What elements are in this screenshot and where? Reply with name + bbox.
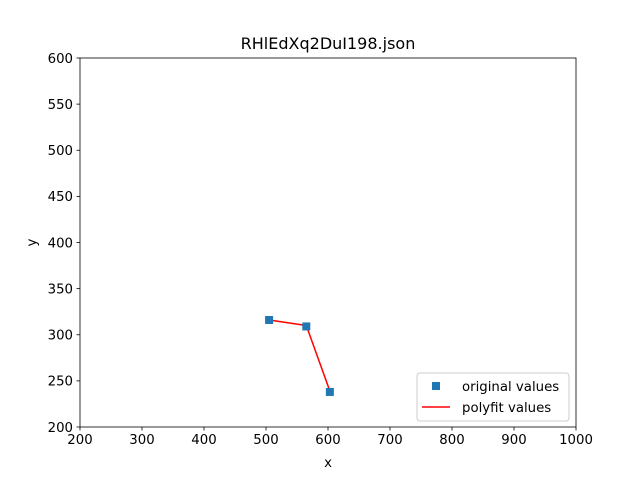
x-tick-label: 200 xyxy=(67,433,92,448)
y-tick-label: 250 xyxy=(48,375,73,390)
x-tick-label: 600 xyxy=(315,433,340,448)
legend: original values polyfit values xyxy=(416,372,570,422)
data-point-marker xyxy=(302,322,311,331)
y-tick-label: 500 xyxy=(48,144,73,159)
x-tick-label: 500 xyxy=(253,433,278,448)
plot-area xyxy=(79,57,577,428)
legend-box xyxy=(416,372,570,422)
x-axis: 200 300 400 500 600 700 800 900 1000 xyxy=(67,427,593,448)
series-layer xyxy=(265,315,334,396)
y-tick-label: 400 xyxy=(48,236,73,251)
chart-title: RHlEdXq2DuI198.json xyxy=(241,34,416,53)
legend-marker-square xyxy=(432,382,440,390)
legend-label: polyfit values xyxy=(462,401,551,416)
y-tick-label: 200 xyxy=(48,421,73,436)
x-tick-label: 300 xyxy=(129,433,154,448)
y-tick-label: 550 xyxy=(48,98,73,113)
y-tick-label: 450 xyxy=(48,190,73,205)
data-point-marker xyxy=(325,387,334,396)
x-axis-label: x xyxy=(324,456,332,471)
y-axis-label: y xyxy=(25,238,40,246)
y-tick-label: 350 xyxy=(48,282,73,297)
x-tick-label: 700 xyxy=(377,433,402,448)
plot-frame xyxy=(79,57,577,428)
x-tick-label: 800 xyxy=(439,433,464,448)
y-tick-label: 300 xyxy=(48,329,73,344)
y-axis: 200 250 300 350 400 450 500 550 600 xyxy=(48,52,80,436)
data-point-marker xyxy=(265,315,274,324)
y-tick-label: 600 xyxy=(48,52,73,67)
legend-label: original values xyxy=(462,380,559,395)
x-tick-label: 400 xyxy=(191,433,216,448)
x-tick-label: 900 xyxy=(501,433,526,448)
x-tick-label: 1000 xyxy=(559,433,593,448)
